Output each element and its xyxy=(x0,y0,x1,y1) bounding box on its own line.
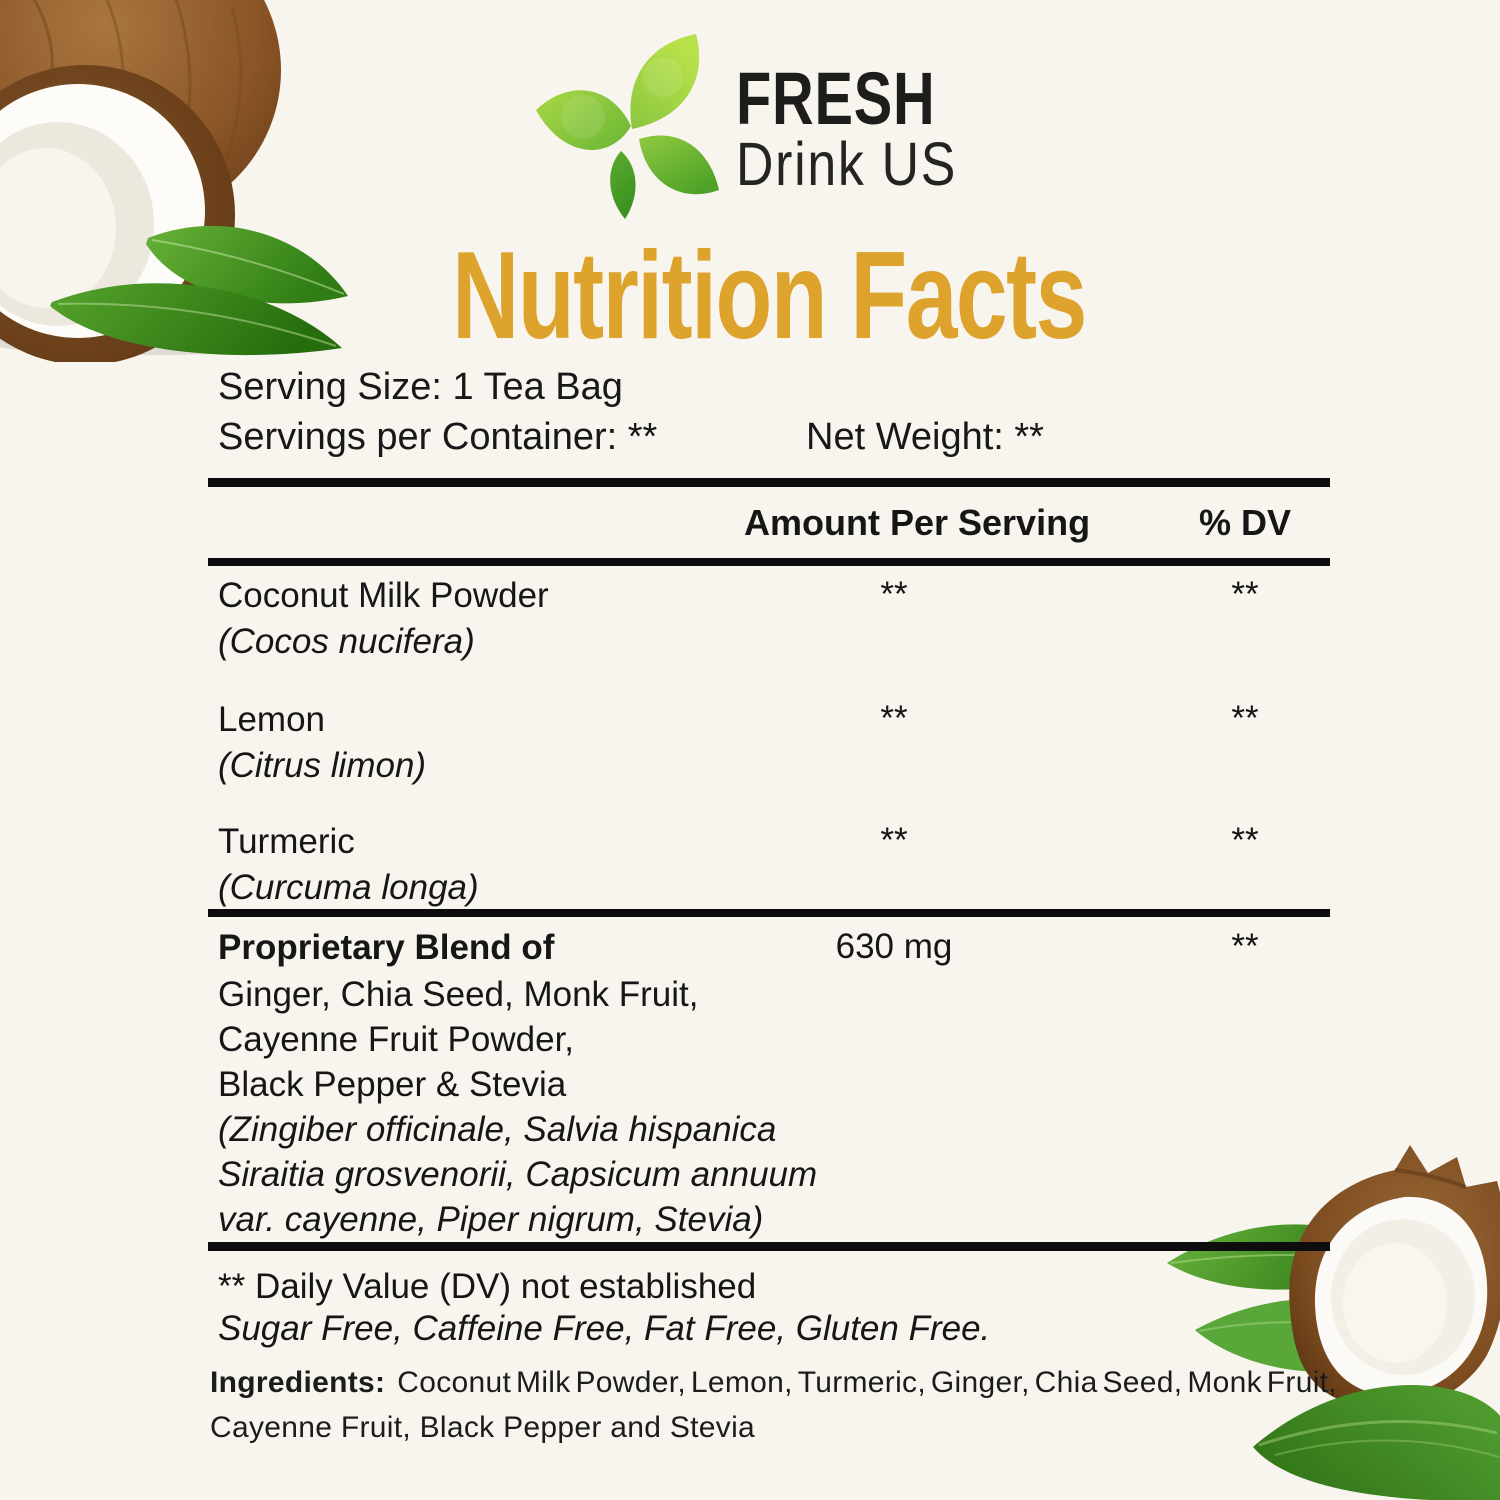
coconut-photo-top-left xyxy=(0,0,348,362)
ingredient-name: Turmeric xyxy=(218,822,355,861)
ingredient-name: Lemon xyxy=(218,700,326,739)
ingredient-amount: ** xyxy=(880,699,908,738)
ingredients-text: Coconut Milk Powder, Lemon, Turmeric, Ginger,… xyxy=(397,1366,1337,1399)
divider-bottom xyxy=(208,1242,1330,1251)
ingredient-dv: ** xyxy=(1231,699,1259,738)
brand-leaves-icon xyxy=(536,34,719,219)
blend-components-line: Cayenne Fruit Powder, xyxy=(218,1020,575,1059)
dv-footnote: ** Daily Value (DV) not established xyxy=(218,1267,757,1306)
ingredients-label: Ingredients: xyxy=(210,1366,386,1399)
ingredient-dv: ** xyxy=(1231,821,1259,860)
blend-name: Proprietary Blend of xyxy=(218,928,555,967)
ingredient-dv: ** xyxy=(1231,575,1259,614)
brand-name: FRESH xyxy=(736,57,936,140)
blend-latin-line: Siraitia grosvenorii, Capsicum annuum xyxy=(218,1155,818,1194)
blend-latin-line: (Zingiber officinale, Salvia hispanica xyxy=(218,1110,777,1149)
divider-top xyxy=(208,478,1330,487)
divider-blend xyxy=(208,909,1330,917)
ingredient-latin-name: (Citrus limon) xyxy=(218,746,427,785)
blend-components-line: Ginger, Chia Seed, Monk Fruit, xyxy=(218,975,699,1014)
net-weight: Net Weight: ** xyxy=(806,416,1044,458)
blend-dv: ** xyxy=(1231,927,1259,966)
blend-latin-line: var. cayenne, Piper nigrum, Stevia) xyxy=(218,1200,764,1239)
blend-components-line: Black Pepper & Stevia xyxy=(218,1065,567,1104)
servings-per-container: Servings per Container: ** xyxy=(218,416,658,458)
column-header-dv: % DV xyxy=(1198,502,1292,543)
divider-header xyxy=(208,558,1330,566)
ingredients-line-1: Ingredients: Coconut Milk Powder, Lemon, Tur… xyxy=(210,1360,1337,1405)
ingredients-line-2: Cayenne Fruit, Black Pepper and Stevia xyxy=(210,1411,756,1444)
free-claims: Sugar Free, Caffeine Free, Fat Free, Glu… xyxy=(218,1309,991,1348)
coconut-photo-bottom-right xyxy=(1167,1145,1500,1500)
ingredient-amount: ** xyxy=(880,575,908,614)
blend-amount: 630 mg xyxy=(835,927,953,966)
ingredient-name: Coconut Milk Powder xyxy=(218,576,549,615)
ingredient-amount: ** xyxy=(880,821,908,860)
column-header-amount: Amount Per Serving xyxy=(744,502,1091,543)
nutrition-panel: Amount Per Serving % DV Coconut Milk Pow… xyxy=(208,478,1337,1458)
ingredient-latin-name: (Cocos nucifera) xyxy=(218,622,475,661)
page-title: Nutrition Facts xyxy=(452,227,1087,365)
ingredient-latin-name: (Curcuma longa) xyxy=(218,868,479,907)
brand-tagline: Drink US xyxy=(736,130,958,198)
serving-size: Serving Size: 1 Tea Bag xyxy=(218,366,623,408)
